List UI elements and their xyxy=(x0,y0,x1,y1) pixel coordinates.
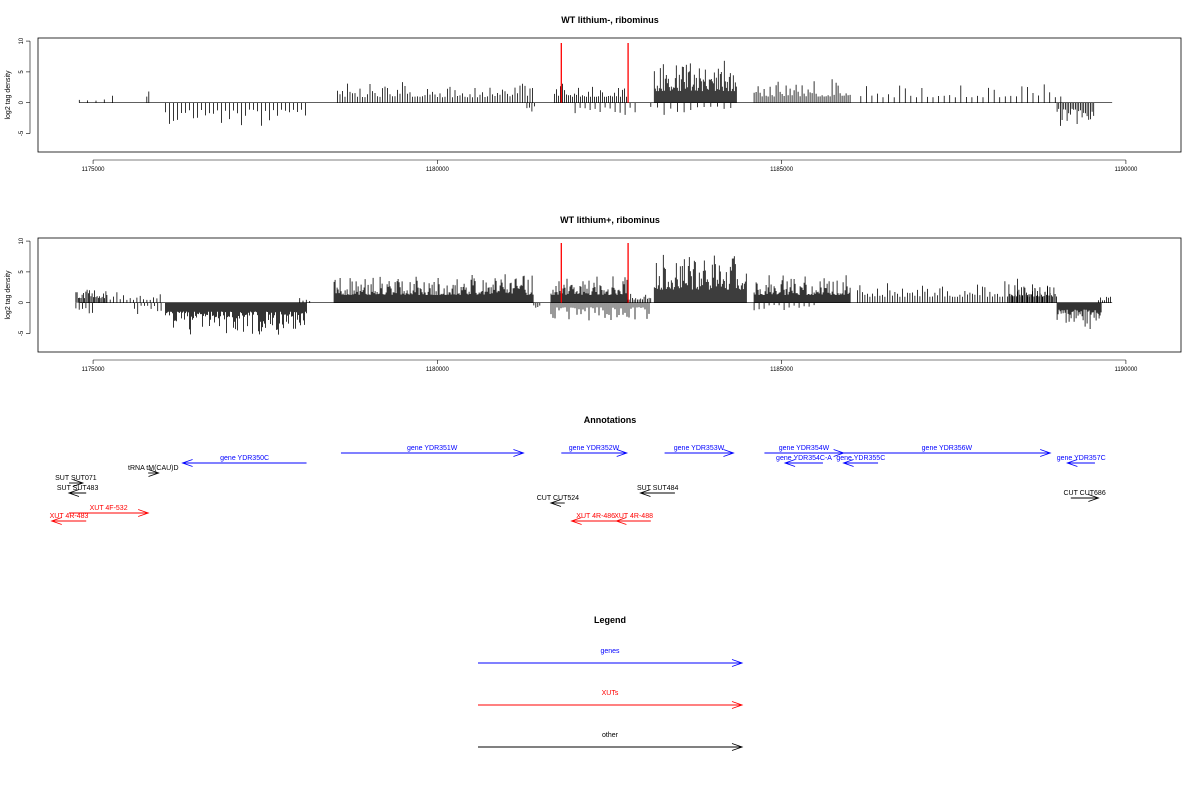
x-tick-label: 1180000 xyxy=(426,367,450,373)
feature-arrow: gene YDR354C-A xyxy=(776,455,832,467)
legend-label: XUTs xyxy=(602,690,619,697)
feature-arrow: gene YDR351W xyxy=(340,445,525,457)
feature-arrow: CUT CUT686 xyxy=(1063,490,1106,502)
feature-label: gene YDR356W xyxy=(922,445,973,452)
feature-arrow: tRNA tM(CAU)D xyxy=(128,465,179,477)
feature-label: SUT SUT483 xyxy=(57,485,99,492)
legend-label: other xyxy=(602,732,619,739)
feature-label: XUT 4F-532 xyxy=(90,505,128,512)
feature-arrow: gene YDR354W xyxy=(764,445,845,457)
y-tick-label: 10 xyxy=(19,37,25,44)
feature-arrow: SUT SUT483 xyxy=(57,485,99,497)
y-tick-label: 5 xyxy=(19,270,25,274)
feature-arrow: XUT 4R-488 xyxy=(614,513,653,525)
x-axis: 1175000 1180000 1185000 1190000 xyxy=(82,159,1138,173)
feature-arrow: gene YDR353W xyxy=(664,445,735,457)
y-tick-label: 0 xyxy=(19,100,25,104)
feature-label: gene YDR354W xyxy=(779,445,830,452)
feature-label: SUT SUT071 xyxy=(55,475,97,482)
plot-frame xyxy=(37,237,1182,353)
x-tick-label: 1180000 xyxy=(426,167,450,173)
feature-label: gene YDR353W xyxy=(674,445,725,452)
feature-label: tRNA tM(CAU)D xyxy=(128,465,179,472)
annotations-panel: Annotations gene YDR350C gene YDR351W gene… xyxy=(50,415,1106,525)
track-panel-lithium-minus: WT lithium-, ribominus log2 tag density … xyxy=(5,15,1182,173)
x-tick-label: 1175000 xyxy=(82,167,106,173)
legend-entry: other xyxy=(478,732,744,751)
legend-entry: genes xyxy=(478,648,744,667)
y-axis-label: log2 tag density xyxy=(5,270,12,320)
coverage-bars xyxy=(78,60,1095,126)
y-axis: -5 0 5 10 xyxy=(19,37,31,136)
track-title: WT lithium-, ribominus xyxy=(561,15,659,25)
track-title: WT lithium+, ribominus xyxy=(560,215,660,225)
legend-title: Legend xyxy=(594,615,626,625)
feature-arrow: gene YDR350C xyxy=(181,455,307,467)
feature-label: SUT SUT484 xyxy=(637,485,679,492)
y-tick-label: -5 xyxy=(19,330,25,336)
feature-label: gene YDR352W xyxy=(569,445,620,452)
x-tick-label: 1190000 xyxy=(1114,167,1138,173)
feature-label: CUT CUT524 xyxy=(537,495,579,502)
feature-arrow: gene YDR355C xyxy=(836,455,885,467)
y-tick-label: 5 xyxy=(19,70,25,74)
feature-arrow: SUT SUT071 xyxy=(55,475,97,487)
feature-label: gene YDR355C xyxy=(836,455,885,462)
feature-arrow: CUT CUT524 xyxy=(537,495,579,507)
feature-arrow: gene YDR352W xyxy=(561,445,629,457)
feature-arrow: gene YDR357C xyxy=(1057,455,1106,467)
coverage-bars xyxy=(75,254,1111,335)
feature-label: CUT CUT686 xyxy=(1063,490,1105,497)
feature-label: XUT 4R-486 xyxy=(576,513,615,520)
x-tick-label: 1175000 xyxy=(82,367,106,373)
y-tick-label: 0 xyxy=(19,300,25,304)
y-axis: -5 0 5 10 xyxy=(19,237,31,336)
annotations-title: Annotations xyxy=(584,415,637,425)
feature-label: XUT 4R-488 xyxy=(614,513,653,520)
x-tick-label: 1190000 xyxy=(1114,367,1138,373)
x-axis: 1175000 1180000 1185000 1190000 xyxy=(82,359,1138,373)
track-panel-lithium-plus: WT lithium+, ribominus log2 tag density … xyxy=(5,215,1182,373)
legend-panel: Legend genes XUTs other xyxy=(478,615,744,751)
feature-label: gene YDR354C-A xyxy=(776,455,832,462)
y-axis-label: log2 tag density xyxy=(5,70,12,120)
feature-label: gene YDR350C xyxy=(220,455,269,462)
y-tick-label: -5 xyxy=(19,130,25,136)
legend-label: genes xyxy=(600,648,620,655)
feature-label: gene YDR351W xyxy=(407,445,458,452)
plot-frame xyxy=(37,37,1182,153)
y-tick-label: 10 xyxy=(19,237,25,244)
feature-label: gene YDR357C xyxy=(1057,455,1106,462)
x-tick-label: 1185000 xyxy=(770,167,794,173)
feature-label: XUT 4R-483 xyxy=(50,513,89,520)
x-tick-label: 1185000 xyxy=(770,367,794,373)
feature-arrow: XUT 4F-532 xyxy=(68,505,150,517)
legend-entry: XUTs xyxy=(478,690,744,709)
feature-arrow: gene YDR356W xyxy=(843,445,1052,457)
feature-arrow: XUT 4R-486 xyxy=(570,513,620,525)
feature-arrow: XUT 4R-483 xyxy=(50,513,89,525)
feature-arrow: SUT SUT484 xyxy=(637,485,679,497)
